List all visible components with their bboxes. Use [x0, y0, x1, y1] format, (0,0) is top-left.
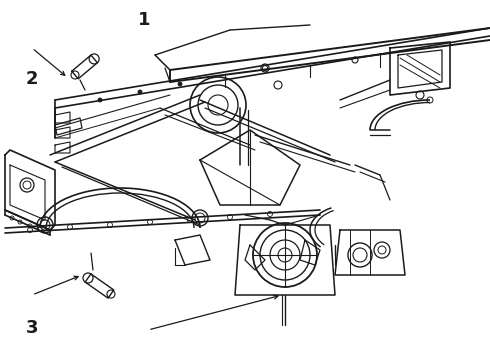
Circle shape: [98, 98, 102, 102]
Text: 3: 3: [25, 319, 38, 337]
Circle shape: [138, 90, 142, 94]
Circle shape: [178, 82, 182, 86]
Text: 2: 2: [25, 70, 38, 88]
Text: 1: 1: [138, 11, 151, 29]
